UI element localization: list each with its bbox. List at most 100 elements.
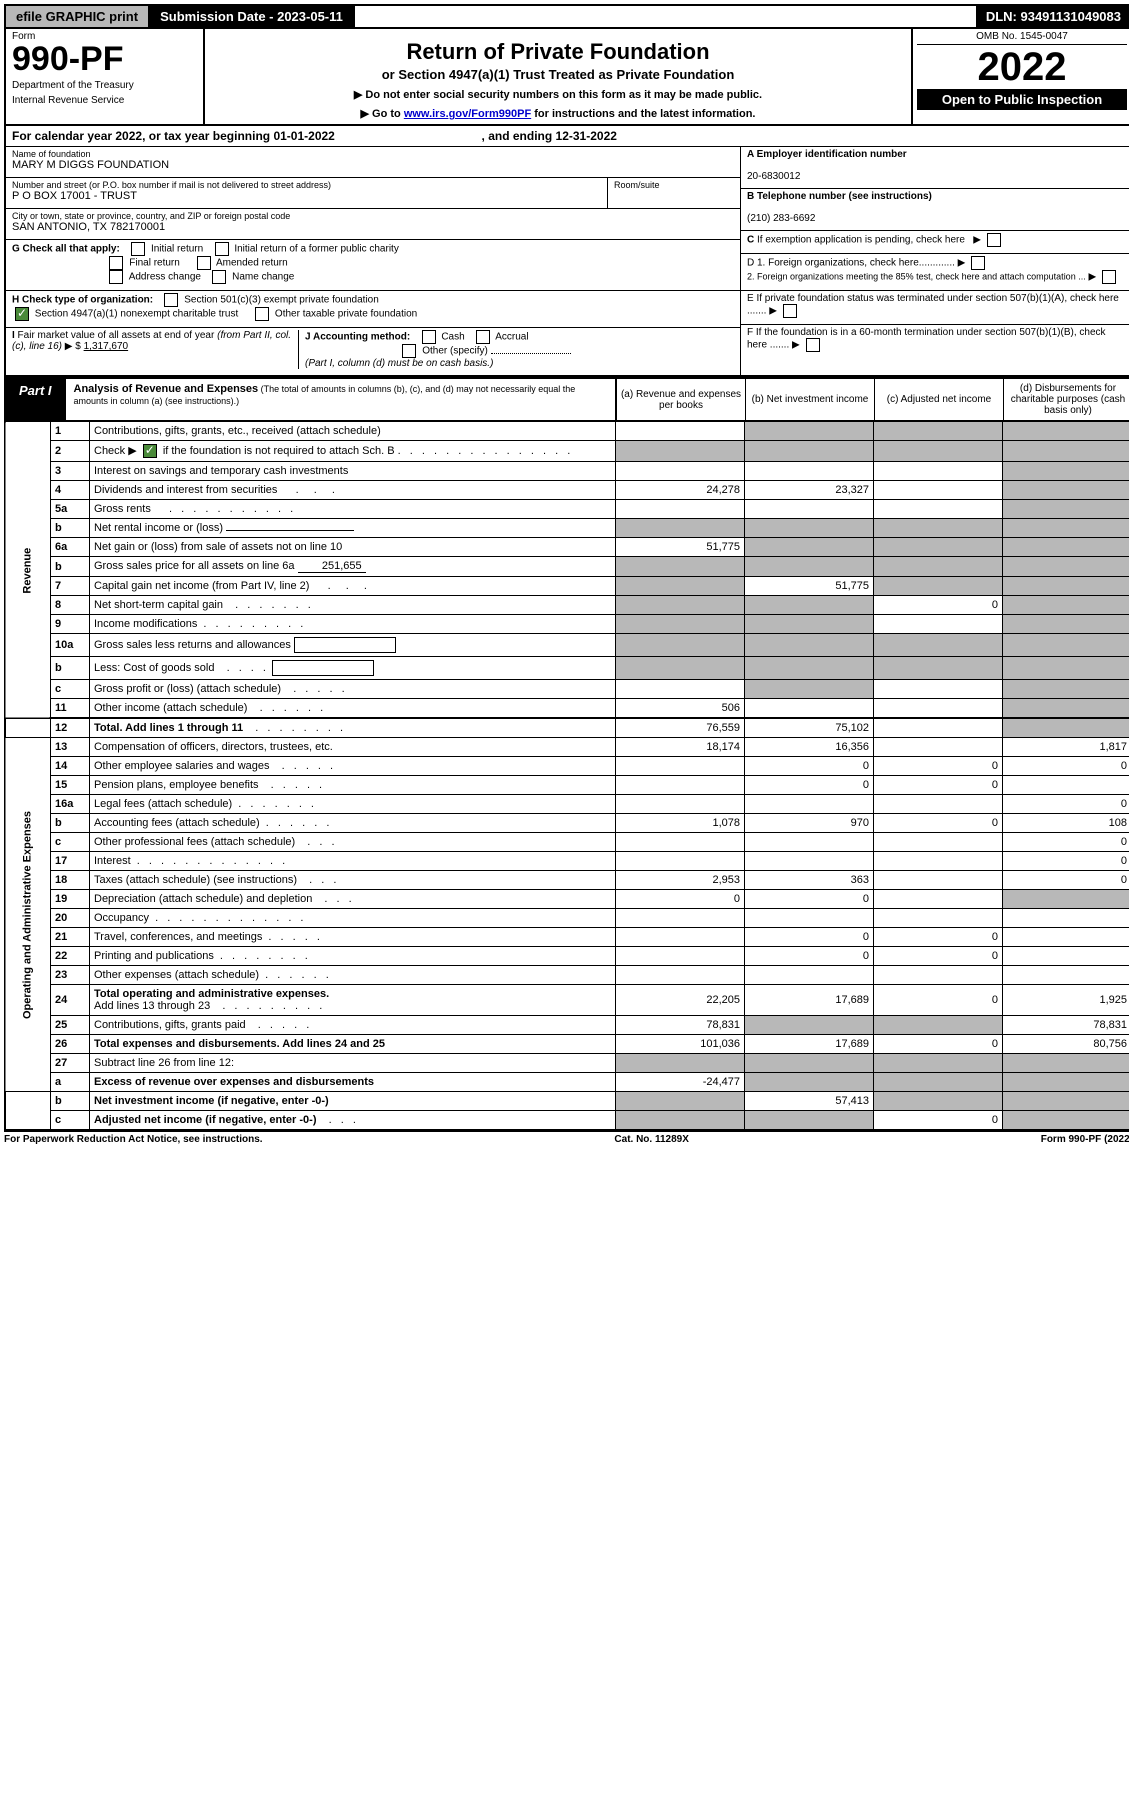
r16c-d4: 0 [1003, 833, 1129, 852]
col-a-header: (a) Revenue and expenses per books [616, 379, 745, 420]
r16b-d4: 108 [1003, 814, 1129, 833]
row-20: 20 Occupancy . . . . . . . . . . . . . [5, 909, 1129, 928]
efile-print-button[interactable]: efile GRAPHIC print [6, 6, 150, 27]
g-name-checkbox[interactable] [212, 270, 226, 284]
r14-d: Other employee salaries and wages . . . … [90, 757, 616, 776]
r5b-n: b [51, 519, 90, 538]
row-6b: b Gross sales price for all assets on li… [5, 557, 1129, 577]
r2-post: if the foundation is not required to att… [160, 445, 395, 457]
g-initial-former-checkbox[interactable] [215, 242, 229, 256]
row-16a: 16a Legal fees (attach schedule) . . . .… [5, 795, 1129, 814]
r6b-v: 251,655 [298, 560, 366, 573]
g-final-checkbox[interactable] [109, 256, 123, 270]
j-label: J Accounting method: [305, 332, 410, 343]
part1-title-text: Analysis of Revenue and Expenses [74, 383, 259, 395]
name-cell: Name of foundation MARY M DIGGS FOUNDATI… [6, 147, 740, 178]
r6a-a: 51,775 [616, 538, 745, 557]
r3-d: Interest on savings and temporary cash i… [90, 462, 616, 481]
col-c-header: (c) Adjusted net income [874, 379, 1003, 420]
e-cell: E If private foundation status was termi… [741, 291, 1129, 325]
h-other-checkbox[interactable] [255, 307, 269, 321]
j-accrual-checkbox[interactable] [476, 330, 490, 344]
r22-n: 22 [51, 947, 90, 966]
r19-d: Depreciation (attach schedule) and deple… [90, 890, 616, 909]
h-4947: Section 4947(a)(1) nonexempt charitable … [35, 309, 238, 320]
r1-d4 [1003, 422, 1129, 441]
cal-begin: 01-01-2022 [273, 129, 334, 143]
r18-d4: 0 [1003, 871, 1129, 890]
r1-d: Contributions, gifts, grants, etc., rece… [90, 422, 616, 441]
g-name: Name change [232, 272, 294, 283]
r8-n: 8 [51, 596, 90, 615]
h-cell: H Check type of organization: Section 50… [6, 291, 740, 328]
g-label: G Check all that apply: [12, 244, 120, 255]
city-label: City or town, state or province, country… [12, 211, 734, 221]
ein-value: 20-6830012 [747, 171, 800, 182]
room-label: Room/suite [614, 180, 734, 190]
name-label: Name of foundation [12, 149, 734, 159]
e-checkbox[interactable] [783, 304, 797, 318]
r6b-d: Gross sales price for all assets on line… [90, 557, 616, 577]
r10c-d: Gross profit or (loss) (attach schedule)… [90, 680, 616, 699]
g-address-checkbox[interactable] [109, 270, 123, 284]
r16b-c: 0 [874, 814, 1003, 833]
header-center: Return of Private Foundation or Section … [205, 29, 913, 124]
r22-d: Printing and publications . . . . . . . … [90, 947, 616, 966]
g-amended-checkbox[interactable] [197, 256, 211, 270]
r7-b: 51,775 [745, 577, 874, 596]
row-9: 9 Income modifications . . . . . . . . . [5, 615, 1129, 634]
d2-checkbox[interactable] [1102, 270, 1116, 284]
r8-c: 0 [874, 596, 1003, 615]
h-501c3-checkbox[interactable] [164, 293, 178, 307]
r11-a: 506 [616, 699, 745, 719]
r17-n: 17 [51, 852, 90, 871]
f-checkbox[interactable] [806, 338, 820, 352]
row-21: 21 Travel, conferences, and meetings . .… [5, 928, 1129, 947]
r16a-n: 16a [51, 795, 90, 814]
row-6a: 6a Net gain or (loss) from sale of asset… [5, 538, 1129, 557]
i-label: I Fair market value of all assets at end… [12, 330, 291, 352]
r24-n: 24 [51, 985, 90, 1016]
room-cell: Room/suite [607, 178, 740, 209]
tax-year: 2022 [917, 47, 1127, 87]
row-1: Revenue 1 Contributions, gifts, grants, … [5, 422, 1129, 441]
r13-d: Compensation of officers, directors, tru… [90, 738, 616, 757]
h-4947-checkbox[interactable] [15, 307, 29, 321]
h-501c3: Section 501(c)(3) exempt private foundat… [184, 295, 379, 306]
c-checkbox[interactable] [987, 233, 1001, 247]
col-d-header: (d) Disbursements for charitable purpose… [1003, 379, 1129, 420]
r22-b: 0 [745, 947, 874, 966]
city-cell: City or town, state or province, country… [6, 209, 740, 240]
r27a-n: a [51, 1073, 90, 1092]
r26-c: 0 [874, 1035, 1003, 1054]
g-amended: Amended return [216, 258, 288, 269]
dept-treasury: Department of the Treasury [12, 80, 197, 91]
r27c-d: Adjusted net income (if negative, enter … [90, 1111, 616, 1131]
row-27c: c Adjusted net income (if negative, ente… [5, 1111, 1129, 1131]
r1-b [745, 422, 874, 441]
r7-n: 7 [51, 577, 90, 596]
d1-checkbox[interactable] [971, 256, 985, 270]
r25-d: Contributions, gifts, grants paid . . . … [90, 1016, 616, 1035]
r8-d: Net short-term capital gain . . . . . . … [90, 596, 616, 615]
r24-a: 22,205 [616, 985, 745, 1016]
irs-link[interactable]: www.irs.gov/Form990PF [404, 108, 531, 120]
r6b-n: b [51, 557, 90, 577]
j-cash-checkbox[interactable] [422, 330, 436, 344]
r15-c: 0 [874, 776, 1003, 795]
r17-d4: 0 [1003, 852, 1129, 871]
r16c-d: Other professional fees (attach schedule… [90, 833, 616, 852]
j-other-checkbox[interactable] [402, 344, 416, 358]
r10b-n: b [51, 657, 90, 680]
r27b-b: 57,413 [745, 1092, 874, 1111]
r2-checkbox[interactable] [143, 444, 157, 458]
dln-label: DLN: 93491131049083 [976, 6, 1129, 27]
g-initial-checkbox[interactable] [131, 242, 145, 256]
g-cell: G Check all that apply: Initial return I… [6, 240, 740, 291]
dept-irs: Internal Revenue Service [12, 95, 197, 106]
r4-a: 24,278 [616, 481, 745, 500]
r5a-d: Gross rents . . . . . . . . . . . [90, 500, 616, 519]
r13-a: 18,174 [616, 738, 745, 757]
addr-label: Number and street (or P.O. box number if… [12, 180, 601, 190]
r11-n: 11 [51, 699, 90, 719]
